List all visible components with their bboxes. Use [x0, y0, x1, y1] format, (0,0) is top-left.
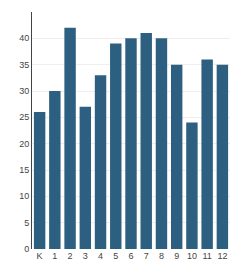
svg-text:15: 15 [19, 165, 29, 175]
svg-text:11: 11 [202, 251, 211, 261]
svg-text:1: 1 [52, 251, 57, 261]
svg-text:35: 35 [19, 60, 29, 70]
svg-text:20: 20 [19, 139, 29, 149]
svg-text:10: 10 [187, 251, 197, 261]
svg-text:40: 40 [19, 33, 29, 43]
svg-text:12: 12 [217, 251, 227, 261]
svg-text:6: 6 [128, 251, 133, 261]
svg-text:9: 9 [174, 251, 179, 261]
svg-text:7: 7 [144, 251, 149, 261]
svg-text:5: 5 [24, 218, 29, 228]
svg-text:3: 3 [83, 251, 88, 261]
svg-text:10: 10 [19, 191, 29, 201]
svg-text:2: 2 [68, 251, 73, 261]
svg-text:8: 8 [159, 251, 164, 261]
svg-text:0: 0 [24, 244, 29, 254]
svg-text:K: K [37, 251, 43, 261]
svg-text:30: 30 [19, 86, 29, 96]
svg-text:25: 25 [19, 112, 29, 122]
svg-text:5: 5 [113, 251, 118, 261]
svg-text:4: 4 [98, 251, 103, 261]
